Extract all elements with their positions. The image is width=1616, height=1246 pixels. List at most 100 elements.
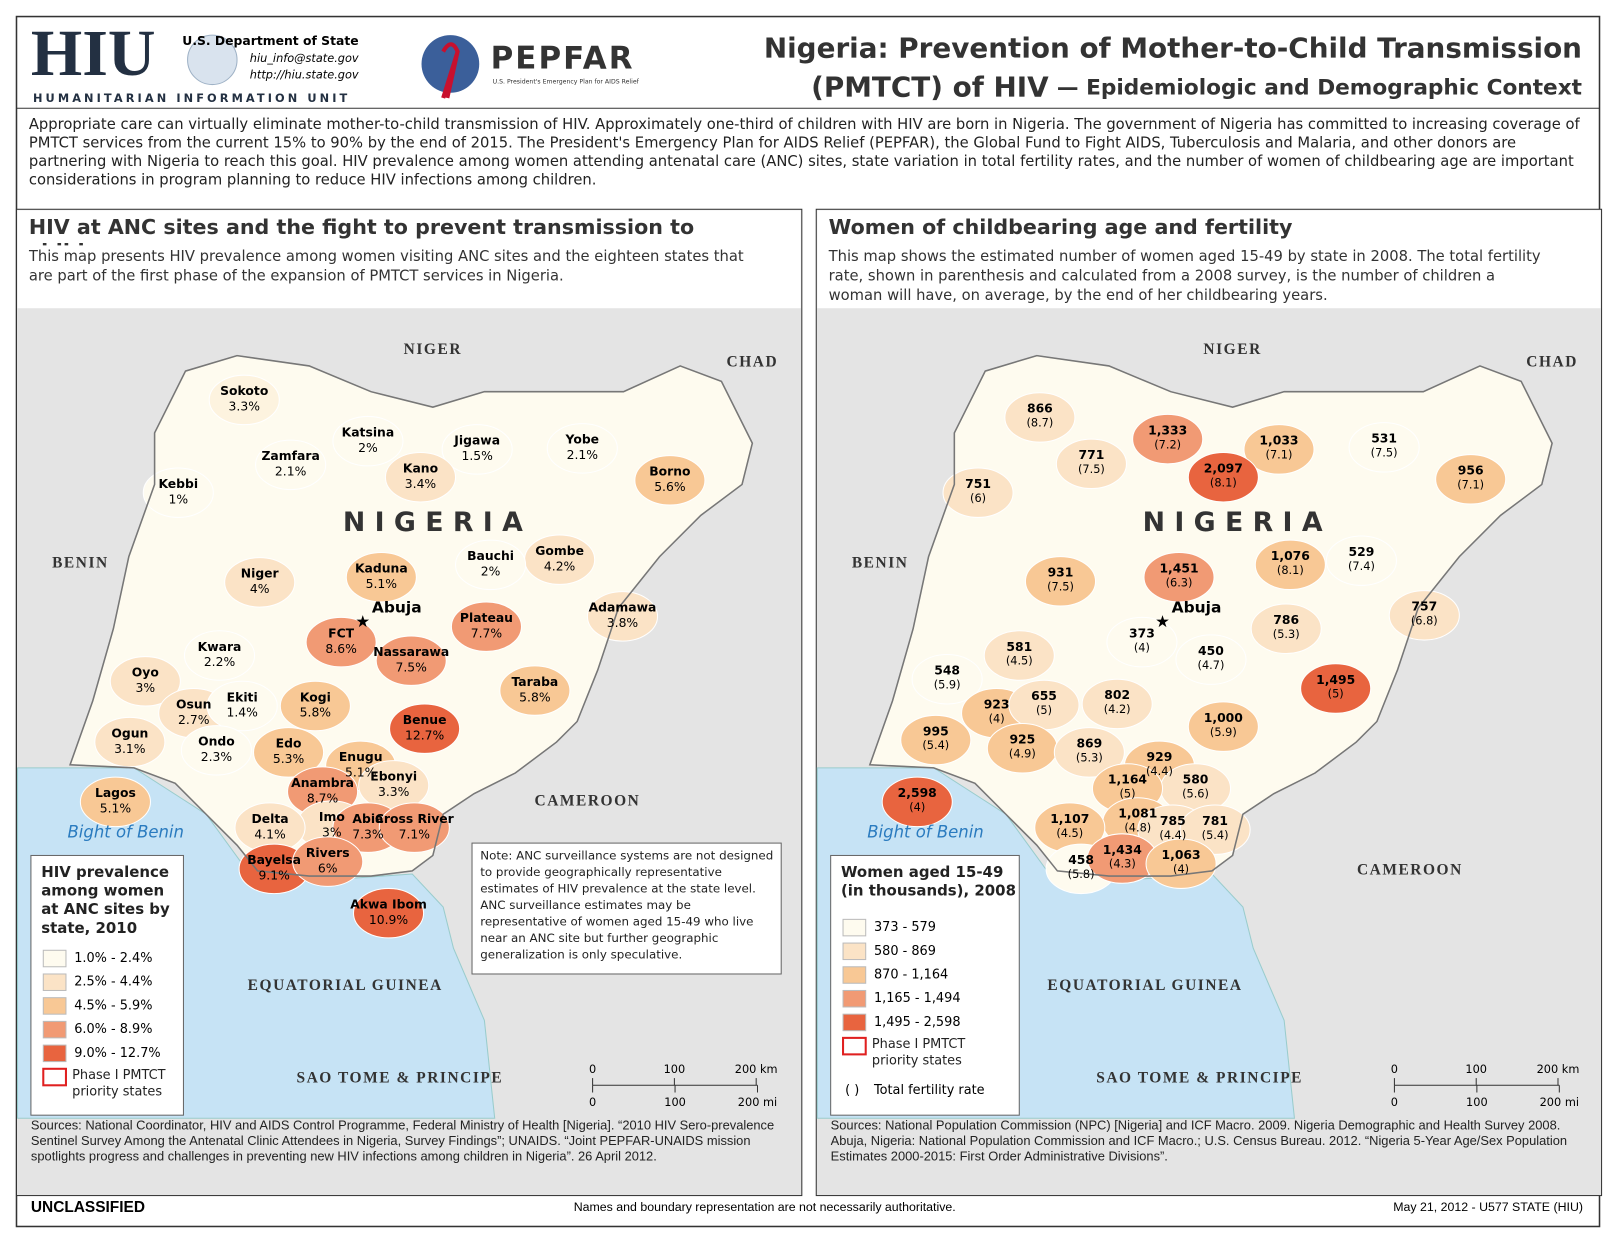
- state-value: 5.8%: [519, 690, 551, 704]
- state-fertility: (5.8): [1068, 867, 1095, 881]
- ribbon: [441, 42, 460, 99]
- sources: Sources: National Population Commission …: [830, 1118, 1568, 1164]
- state-name: Kebbi: [158, 477, 198, 491]
- state-value: 6%: [318, 861, 338, 875]
- legend-label: 4.5% - 5.9%: [74, 998, 152, 1013]
- state-area: [1024, 556, 1097, 607]
- state-value: 7.5%: [396, 660, 428, 674]
- state-fertility: (6): [970, 491, 986, 505]
- state-area: [450, 601, 523, 652]
- state-area: [942, 467, 1014, 518]
- state-value: 458: [1068, 853, 1094, 867]
- state-area: [1053, 727, 1125, 778]
- state-value: 450: [1198, 644, 1224, 658]
- state-name: Enugu: [339, 750, 383, 764]
- state-area: [79, 776, 151, 828]
- state-area: [1055, 438, 1127, 490]
- state-value: 1,495: [1316, 673, 1355, 687]
- state-area: [1187, 451, 1259, 503]
- legend-label: 1,495 - 2,598: [874, 1015, 961, 1030]
- state-area: [546, 423, 618, 474]
- state-value: 4.2%: [544, 559, 576, 573]
- state-fertility: (6.3): [1166, 575, 1193, 589]
- state-value: 3.1%: [114, 742, 146, 756]
- state-area: [94, 716, 166, 768]
- legend-label: 580 - 869: [874, 944, 936, 959]
- state-fertility: (5): [1328, 687, 1344, 701]
- state-value: 923: [984, 697, 1010, 711]
- state-value: 12.7%: [405, 728, 445, 742]
- state-value: 1,434: [1103, 843, 1142, 857]
- state-value: 8.7%: [307, 791, 339, 805]
- place-label: SAO TOME & PRINCIPE: [296, 1070, 503, 1087]
- state-area: [1004, 392, 1076, 443]
- place-label: CAMEROON: [535, 792, 641, 809]
- scale-label: 0: [589, 1095, 596, 1109]
- scale-label: 0: [1391, 1095, 1398, 1109]
- state-area: [389, 703, 461, 754]
- state-value: 2,598: [898, 786, 937, 800]
- state-name: Benue: [403, 713, 447, 727]
- state-area: [983, 630, 1055, 681]
- state-name: Borno: [649, 465, 690, 479]
- left_map: Sokoto 3.3% Katsina 2% Zamfara 2.1% Jigawa1.5%…: [15, 208, 803, 1197]
- state-value: 580: [1183, 773, 1209, 787]
- state-area: [1250, 603, 1322, 654]
- state-value: 655: [1031, 689, 1057, 703]
- scale-label: 200 mi: [1540, 1095, 1579, 1109]
- title-main: (PMTCT) of HIV: [811, 71, 1049, 104]
- place-label: CAMEROON: [1357, 861, 1463, 878]
- state-value: 956: [1458, 464, 1484, 478]
- state-area: [253, 727, 325, 778]
- legend-swatch: [42, 973, 67, 991]
- state-area: [142, 467, 214, 518]
- state-name: Plateau: [460, 611, 513, 625]
- state-value: 1,333: [1148, 423, 1187, 437]
- state-name: Ogun: [111, 726, 148, 740]
- dept: U.S. Department of State: [182, 34, 358, 48]
- place-label: CHAD: [727, 353, 779, 370]
- scale-label: 0: [1391, 1062, 1398, 1076]
- state-area: [305, 616, 377, 668]
- state-area: [900, 714, 972, 766]
- org-name: HUMANITARIAN INFORMATION UNIT: [33, 91, 350, 105]
- state-area: [1435, 454, 1507, 505]
- state-fertility: (7.5): [1078, 462, 1105, 476]
- state-value: 373: [1129, 626, 1155, 640]
- date: May 21, 2012 - U577 STATE (HIU): [1393, 1200, 1583, 1214]
- sources-box: Sources: National Coordinator, HIV and A…: [31, 1118, 774, 1163]
- nigeria-border: [69, 354, 754, 877]
- state-name: Niger: [241, 567, 280, 581]
- place-label: Abuja: [1172, 599, 1222, 617]
- capital-star: ★: [355, 612, 370, 631]
- place-label: N I G E R I A: [343, 507, 523, 538]
- panel-title-box: HIV at ANC sites and the fight to preven…: [29, 214, 694, 245]
- state-area: [1348, 422, 1420, 473]
- state-fertility: (5.3): [1076, 751, 1103, 765]
- state-fertility: (7.5): [1047, 580, 1074, 594]
- state-area: [1132, 413, 1204, 465]
- url: http://hiu.state.gov: [250, 67, 359, 81]
- state-value: 781: [1202, 814, 1228, 828]
- state-value: 2.3%: [201, 750, 233, 764]
- place-label: NIGER: [404, 341, 462, 358]
- note-box: [471, 842, 782, 975]
- state-area: [1106, 616, 1178, 668]
- state-fertility: (7.2): [1154, 437, 1181, 451]
- legend-box: [830, 854, 1020, 1116]
- scale-label: 200 km: [735, 1062, 778, 1076]
- title-line-1: Nigeria: Prevention of Mother-to-Child T…: [764, 32, 1582, 65]
- state-value: 771: [1079, 448, 1105, 462]
- state-area: [279, 680, 351, 732]
- state-value: 10.9%: [369, 913, 409, 927]
- state-name: Ebonyi: [370, 770, 417, 784]
- pepfar: PEPFAR: [491, 40, 635, 76]
- state-name: Akwa Ibom: [350, 897, 427, 911]
- state-fertility: (5): [1036, 703, 1052, 717]
- panel-description: This map presents HIV prevalence among w…: [28, 248, 744, 285]
- scale-label: 200 km: [1537, 1062, 1580, 1076]
- panel-description-box: This map presents HIV prevalence among w…: [28, 248, 744, 285]
- state-area: [441, 424, 513, 475]
